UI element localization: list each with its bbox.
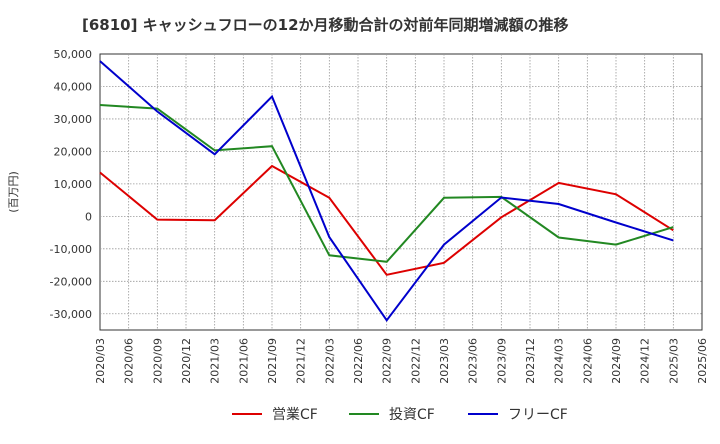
series-line-1 xyxy=(99,164,674,276)
y-tick-label: 20,000 xyxy=(54,145,93,158)
x-tick-label: 2024/06 xyxy=(581,338,594,384)
x-tick-label: 2021/03 xyxy=(209,338,222,384)
x-tick-label: 2023/06 xyxy=(467,338,480,384)
y-tick-label: 30,000 xyxy=(54,113,93,126)
x-tick-label: 2020/06 xyxy=(123,338,136,384)
x-tick-label: 2025/06 xyxy=(696,338,709,384)
x-tick-label: 2022/12 xyxy=(409,338,422,384)
x-tick-label: 2021/12 xyxy=(295,338,308,384)
x-tick-label: 2020/12 xyxy=(180,338,193,384)
series-line-3 xyxy=(99,60,674,323)
x-tick-label: 2024/12 xyxy=(639,338,652,384)
legend-label-2: 投資CF xyxy=(389,407,435,423)
y-axis-label: (百万円) xyxy=(7,171,20,213)
x-tick-label: 2024/03 xyxy=(553,338,566,384)
y-tick-label: 40,000 xyxy=(54,80,93,93)
x-tick-label: 2021/06 xyxy=(237,338,250,384)
x-tick-label: 2021/09 xyxy=(266,338,279,384)
y-tick-label: -10,000 xyxy=(50,243,92,256)
x-tick-label: 2022/03 xyxy=(323,338,336,384)
x-tick-label: 2023/03 xyxy=(438,338,451,384)
x-tick-label: 2023/09 xyxy=(495,338,508,384)
x-tick-label: 2020/03 xyxy=(94,338,107,384)
y-tick-label: 50,000 xyxy=(54,48,93,61)
x-tick-label: 2024/09 xyxy=(610,338,623,384)
x-tick-label: 2023/12 xyxy=(524,338,537,384)
plot-area xyxy=(99,53,703,331)
x-tick-label: 2025/03 xyxy=(667,338,680,384)
y-tick-label: -20,000 xyxy=(50,275,92,288)
x-tick-label: 2022/06 xyxy=(352,338,365,384)
series-line-2 xyxy=(99,104,674,263)
x-tick-label: 2022/09 xyxy=(381,338,394,384)
y-tick-label: 10,000 xyxy=(54,178,93,191)
chart-title: [6810] キャッシュフローの12か月移動合計の対前年同期増減額の推移 xyxy=(82,16,569,34)
y-tick-label: 0 xyxy=(85,210,92,223)
y-tick-label: -30,000 xyxy=(50,308,92,321)
legend-label-3: フリーCF xyxy=(508,407,568,423)
x-tick-label: 2020/09 xyxy=(151,338,164,384)
legend-label-1: 営業CF xyxy=(272,407,318,423)
